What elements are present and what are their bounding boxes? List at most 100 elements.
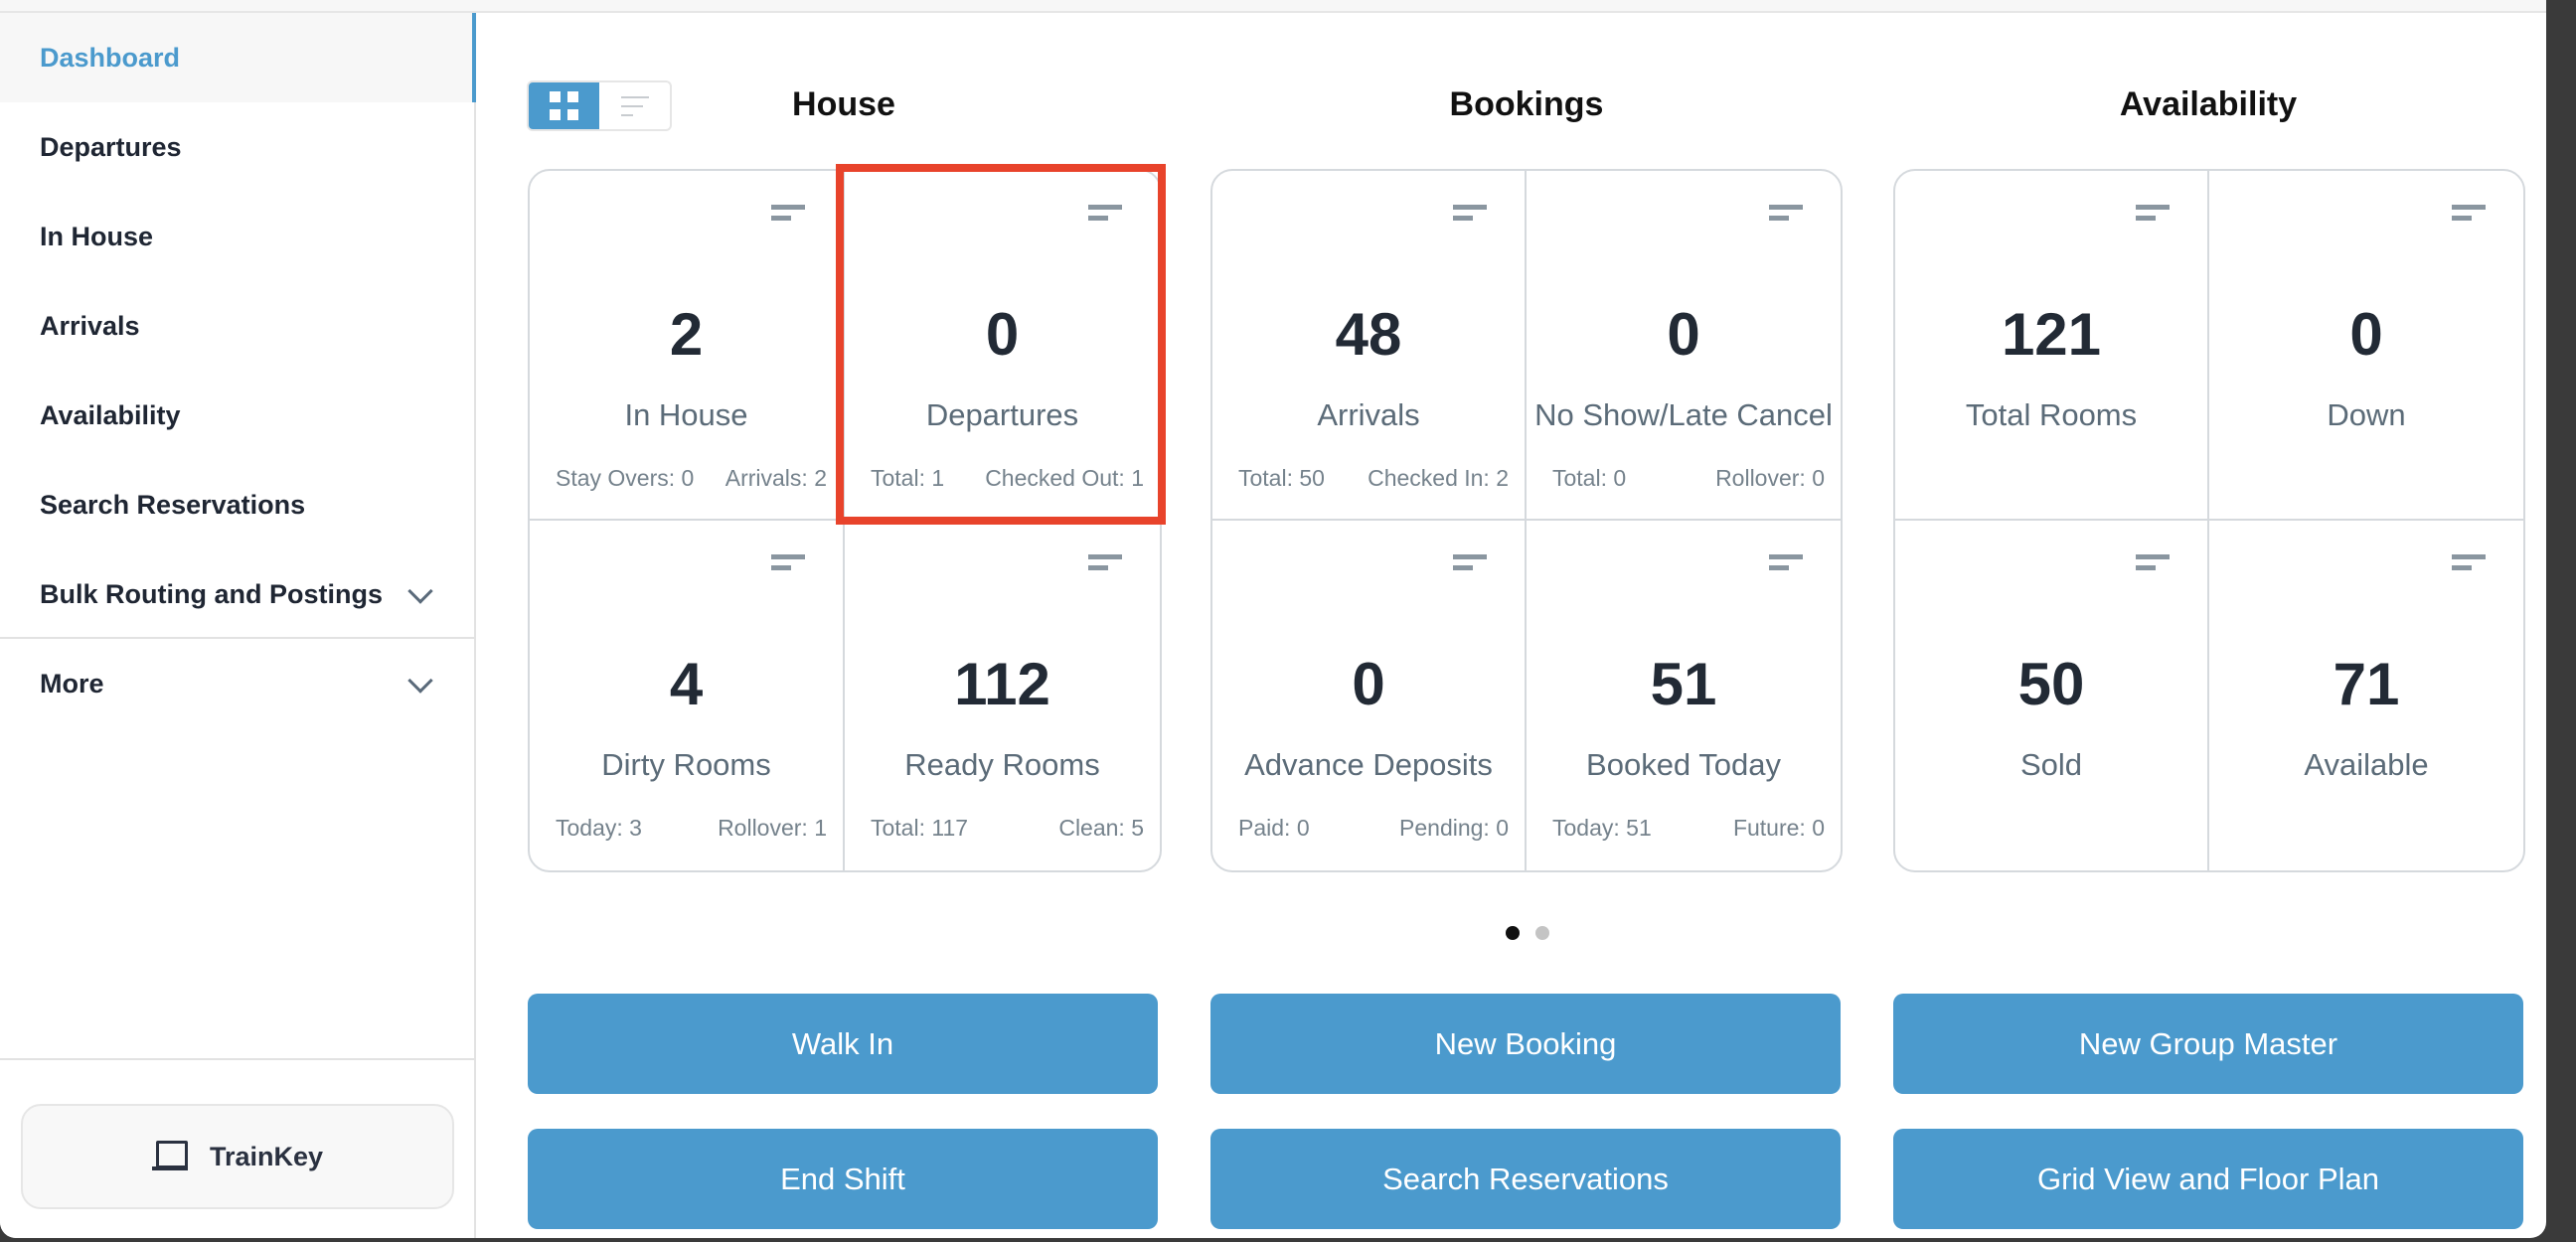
filter-icon[interactable] (2136, 554, 2170, 572)
grid-view-button[interactable] (529, 82, 599, 129)
sidebar-item-more[interactable]: More (0, 639, 474, 728)
tile-detail: Total: 50 (1238, 465, 1325, 491)
tile-available[interactable]: 71 Available (2209, 521, 2523, 870)
card-house: 2 In House Stay Overs: 0 Arrivals: 2 0 Depart… (528, 169, 1162, 872)
search-reservations-button[interactable]: Search Reservations (1210, 1129, 1841, 1229)
tile-booked-today[interactable]: 51 Booked Today Today: 51 Future: 0 (1527, 521, 1841, 870)
tile-label: No Show/Late Cancel (1534, 397, 1833, 432)
sidebar-item-label: Bulk Routing and Postings (40, 578, 383, 609)
tile-value: 4 (669, 651, 704, 717)
tile-value: 112 (954, 651, 1050, 717)
view-toggle (527, 80, 672, 131)
tile-label: Booked Today (1586, 747, 1781, 782)
tile-value: 0 (2349, 301, 2383, 368)
tile-label: Dirty Rooms (601, 747, 771, 782)
tile-label: Arrivals (1317, 397, 1420, 432)
tile-detail: Today: 3 (556, 815, 642, 841)
filter-icon[interactable] (1769, 554, 1803, 572)
tile-dirty-rooms[interactable]: 4 Dirty Rooms Today: 3 Rollover: 1 (530, 521, 845, 870)
pager-dot-active[interactable] (1506, 926, 1520, 940)
tile-details: Paid: 0 Pending: 0 (1238, 815, 1509, 842)
tile-value: 2 (669, 301, 704, 368)
sidebar: Dashboard Departures In House Arrivals A… (0, 13, 476, 1238)
filter-icon[interactable] (2452, 554, 2486, 572)
tile-details: Total: 50 Checked In: 2 (1238, 465, 1509, 492)
tile-down[interactable]: 0 Down (2209, 171, 2523, 521)
tile-detail: Rollover: 1 (718, 815, 827, 841)
tile-value: 121 (2001, 301, 2102, 368)
tile-detail: Pending: 0 (1399, 815, 1509, 841)
chevron-down-icon (407, 578, 433, 604)
pager-dot[interactable] (1535, 926, 1549, 940)
tile-value: 0 (985, 301, 1020, 368)
tile-detail: Checked Out: 1 (985, 465, 1144, 491)
tile-in-house[interactable]: 2 In House Stay Overs: 0 Arrivals: 2 (530, 171, 845, 521)
tile-label: Down (2327, 397, 2406, 432)
tile-detail: Paid: 0 (1238, 815, 1310, 841)
tile-advance-deposits[interactable]: 0 Advance Deposits Paid: 0 Pending: 0 (1212, 521, 1527, 870)
tile-details: Today: 51 Future: 0 (1552, 815, 1825, 842)
filter-icon[interactable] (1769, 205, 1803, 223)
grid-view-floor-plan-button[interactable]: Grid View and Floor Plan (1893, 1129, 2523, 1229)
tile-detail: Total: 1 (871, 465, 945, 491)
sidebar-item-dashboard[interactable]: Dashboard (0, 13, 476, 102)
sidebar-item-bulk-routing[interactable]: Bulk Routing and Postings (0, 549, 474, 639)
tile-ready-rooms[interactable]: 112 Ready Rooms Total: 117 Clean: 5 (845, 521, 1160, 870)
tile-value: 51 (1650, 651, 1717, 717)
tile-details: Total: 117 Clean: 5 (871, 815, 1144, 842)
section-title-availability: Availability (2119, 85, 2298, 123)
filter-icon[interactable] (771, 554, 805, 572)
tile-label: Available (2304, 747, 2429, 782)
trainkey-button[interactable]: TrainKey (21, 1104, 454, 1209)
divider (0, 1058, 474, 1060)
chevron-down-icon (407, 668, 433, 694)
tile-details: Total: 1 Checked Out: 1 (871, 465, 1144, 492)
end-shift-button[interactable]: End Shift (528, 1129, 1158, 1229)
tile-value: 50 (2017, 651, 2085, 717)
tile-label: Sold (2019, 747, 2083, 782)
filter-icon[interactable] (771, 205, 805, 223)
list-view-button[interactable] (599, 82, 670, 129)
tile-detail: Total: 0 (1552, 465, 1627, 491)
filter-icon[interactable] (1453, 205, 1487, 223)
new-booking-button[interactable]: New Booking (1210, 994, 1841, 1094)
sidebar-item-search-reservations[interactable]: Search Reservations (40, 489, 306, 520)
filter-icon[interactable] (2136, 205, 2170, 223)
tile-value: 71 (2333, 651, 2400, 717)
card-availability: 121 Total Rooms 0 Down 50 Sold 71 Available (1893, 169, 2525, 872)
tile-no-show-late-cancel[interactable]: 0 No Show/Late Cancel Total: 0 Rollover: 0 (1527, 171, 1841, 521)
tile-detail: Today: 51 (1552, 815, 1652, 841)
tile-detail: Checked In: 2 (1368, 465, 1509, 491)
tile-details: Today: 3 Rollover: 1 (556, 815, 827, 842)
tile-details: Total: 0 Rollover: 0 (1552, 465, 1825, 492)
sidebar-item-departures[interactable]: Departures (40, 131, 182, 162)
tile-label: Advance Deposits (1244, 747, 1493, 782)
filter-icon[interactable] (1088, 554, 1122, 572)
new-group-master-button[interactable]: New Group Master (1893, 994, 2523, 1094)
tile-label: Ready Rooms (904, 747, 1100, 782)
sidebar-item-label: More (40, 668, 104, 699)
sidebar-item-availability[interactable]: Availability (40, 399, 181, 430)
filter-icon[interactable] (2452, 205, 2486, 223)
tile-value: 0 (1352, 651, 1385, 717)
top-bar (0, 0, 2546, 13)
sidebar-item-arrivals[interactable]: Arrivals (40, 310, 140, 341)
tile-value: 48 (1335, 301, 1402, 368)
section-title-house: House (792, 85, 895, 123)
filter-icon[interactable] (1088, 205, 1122, 223)
tile-total-rooms[interactable]: 121 Total Rooms (1895, 171, 2209, 521)
tile-label: Total Rooms (1965, 397, 2138, 432)
tile-details: Stay Overs: 0 Arrivals: 2 (556, 465, 827, 492)
tile-label: Departures (925, 397, 1079, 432)
sidebar-item-in-house[interactable]: In House (40, 221, 154, 251)
tile-sold[interactable]: 50 Sold (1895, 521, 2209, 870)
list-icon (620, 89, 649, 123)
divider (0, 637, 474, 639)
tile-detail: Future: 0 (1732, 815, 1825, 841)
card-bookings: 48 Arrivals Total: 50 Checked In: 2 0 No Show… (1210, 169, 1843, 872)
tile-detail: Stay Overs: 0 (556, 465, 695, 491)
tile-departures[interactable]: 0 Departures Total: 1 Checked Out: 1 (845, 171, 1160, 521)
tile-arrivals[interactable]: 48 Arrivals Total: 50 Checked In: 2 (1212, 171, 1527, 521)
filter-icon[interactable] (1453, 554, 1487, 572)
walk-in-button[interactable]: Walk In (528, 994, 1158, 1094)
